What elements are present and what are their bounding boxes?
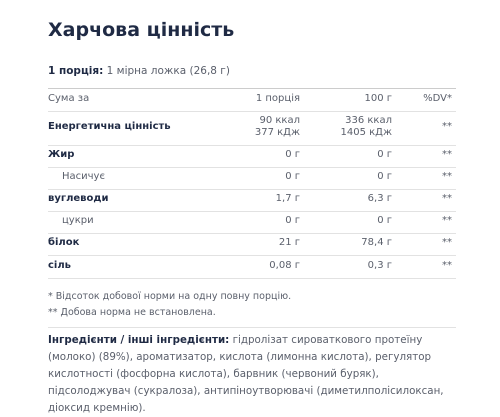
serving-label: 1 порція: (48, 65, 104, 77)
title: Харчова цінність (48, 19, 235, 41)
divider (48, 327, 456, 328)
cell: ** (442, 259, 452, 271)
serving: 1 порція: 1 мірна ложка (26,8 г) (48, 65, 230, 77)
row-line (48, 145, 456, 146)
row-line (48, 189, 456, 190)
row-label: Насичує (62, 171, 105, 182)
serving-text: 1 мірна ложка (26,8 г) (106, 65, 230, 77)
cell: 90 ккал (259, 115, 300, 126)
cell: ** (442, 237, 452, 248)
header-cell: %DV* (423, 93, 452, 104)
cell: 0 г (285, 171, 300, 182)
header-cell: 1 порція (255, 93, 300, 104)
cell: 0 г (285, 149, 300, 160)
row-line (48, 167, 456, 168)
cell: ** (442, 121, 452, 132)
row-label: цукри (62, 215, 94, 226)
cell: 0 г (377, 149, 392, 160)
cell: ** (442, 215, 452, 226)
cell: 0 г (285, 215, 300, 226)
row-label: Жир (48, 149, 75, 160)
ingredients: Інгредієнти / інші інгредієнти: гідроліз… (48, 332, 463, 417)
header-cell: Сума за (48, 93, 90, 104)
row-label: білок (48, 237, 80, 248)
header-cell: 100 г (364, 93, 392, 104)
cell: 0,08 г (269, 259, 300, 271)
footnote: ** Добова норма не встановлена. (48, 307, 216, 318)
row-line (48, 233, 456, 234)
footnote: * Відсоток добової норми на одну повну п… (48, 291, 292, 302)
cell: 377 кДж (254, 127, 300, 138)
cell: ** (442, 149, 452, 160)
cell: 336 ккал (345, 115, 392, 126)
cell: 0 г (377, 171, 392, 182)
cell: ** (442, 171, 452, 182)
cell: 1,7 г (275, 193, 300, 204)
cell: ** (442, 193, 452, 204)
row-line (48, 111, 456, 112)
cell: 6,3 г (367, 193, 392, 204)
row-line (48, 278, 456, 279)
page: Харчова цінність 1 порція: 1 мірна ложка… (48, 19, 456, 414)
ingredients-label: Інгредієнти / інші інгредієнти: (48, 334, 230, 346)
row-label: Енергетична цінність (48, 121, 171, 132)
row-label: сіль (48, 259, 72, 271)
cell: 21 г (278, 237, 300, 248)
row-line (48, 255, 456, 256)
row-label: вуглеводи (48, 193, 109, 204)
row-line (48, 211, 456, 212)
cell: 0,3 г (367, 259, 392, 271)
cell: 1405 кДж (340, 127, 393, 138)
cell: 78,4 г (361, 237, 392, 248)
cell: 0 г (377, 215, 392, 226)
divider (48, 88, 456, 89)
ingredients-text: гідролізат сироваткового протеїну (молок… (48, 334, 444, 414)
